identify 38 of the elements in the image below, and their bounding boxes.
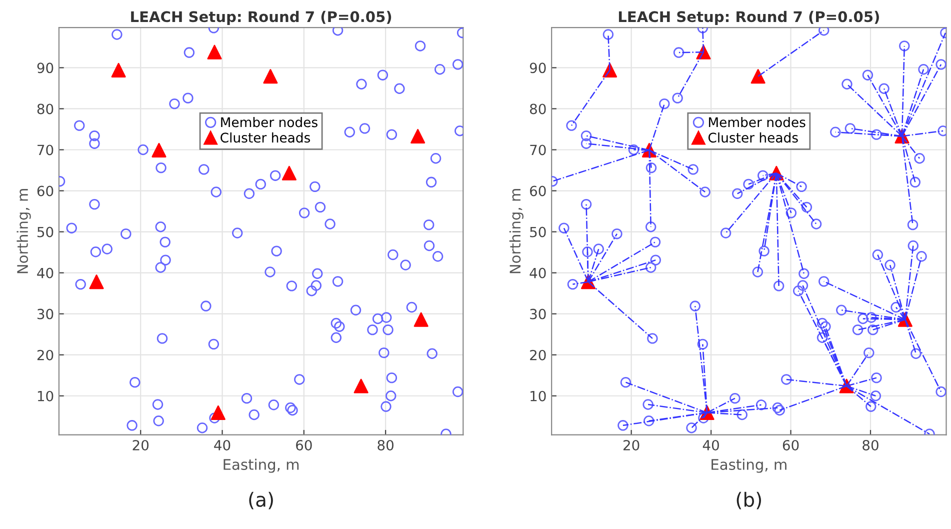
chart-title: LEACH Setup: Round 7 (P=0.05) [131, 10, 392, 25]
y-tick-label: 40 [37, 268, 54, 278]
y-tick-label: 50 [530, 226, 546, 238]
x-tick-label: 60 [296, 440, 312, 450]
y-tick-label: 50 [38, 226, 54, 238]
x-tick-label: 80 [378, 440, 394, 450]
y-axis-title: Northing, m [16, 189, 31, 274]
y-tick-label: 90 [37, 62, 54, 74]
x-tick-label: 60 [782, 440, 799, 450]
x-tick-label: 40 [702, 440, 719, 450]
x-tick-label: 20 [623, 440, 640, 450]
y-tick-label: 90 [530, 62, 546, 74]
legend-label: Cluster heads [220, 132, 310, 143]
y-tick-label: 70 [38, 144, 54, 156]
y-tick-label: 10 [530, 390, 546, 402]
y-axis-title: Northing, m [509, 189, 524, 274]
y-tick-label: 20 [37, 350, 54, 360]
y-tick-label: 20 [530, 350, 546, 360]
y-tick-label: 80 [37, 104, 54, 114]
legend-label: Member nodes [221, 117, 318, 128]
y-tick-label: 80 [530, 104, 546, 114]
text: (b) [736, 492, 761, 510]
legend-label: Member nodes [708, 117, 806, 128]
chart-title: LEACH Setup: Round 7 (P=0.05) [618, 10, 879, 25]
y-tick-label: 40 [530, 268, 546, 278]
x-axis-title: Easting, m [224, 458, 299, 473]
x-tick-label: 80 [862, 440, 878, 450]
x-tick-label: 20 [132, 440, 149, 450]
x-axis-title: Easting, m [712, 458, 786, 473]
text: (a) [249, 492, 273, 510]
y-tick-label: 10 [38, 390, 54, 402]
legend-label: Cluster heads [708, 132, 798, 143]
x-tick-label: 40 [214, 440, 230, 450]
y-tick-label: 30 [37, 308, 54, 320]
y-tick-label: 60 [37, 186, 54, 196]
y-tick-label: 30 [530, 308, 546, 320]
y-tick-label: 70 [530, 144, 546, 156]
y-tick-label: 60 [530, 186, 546, 196]
